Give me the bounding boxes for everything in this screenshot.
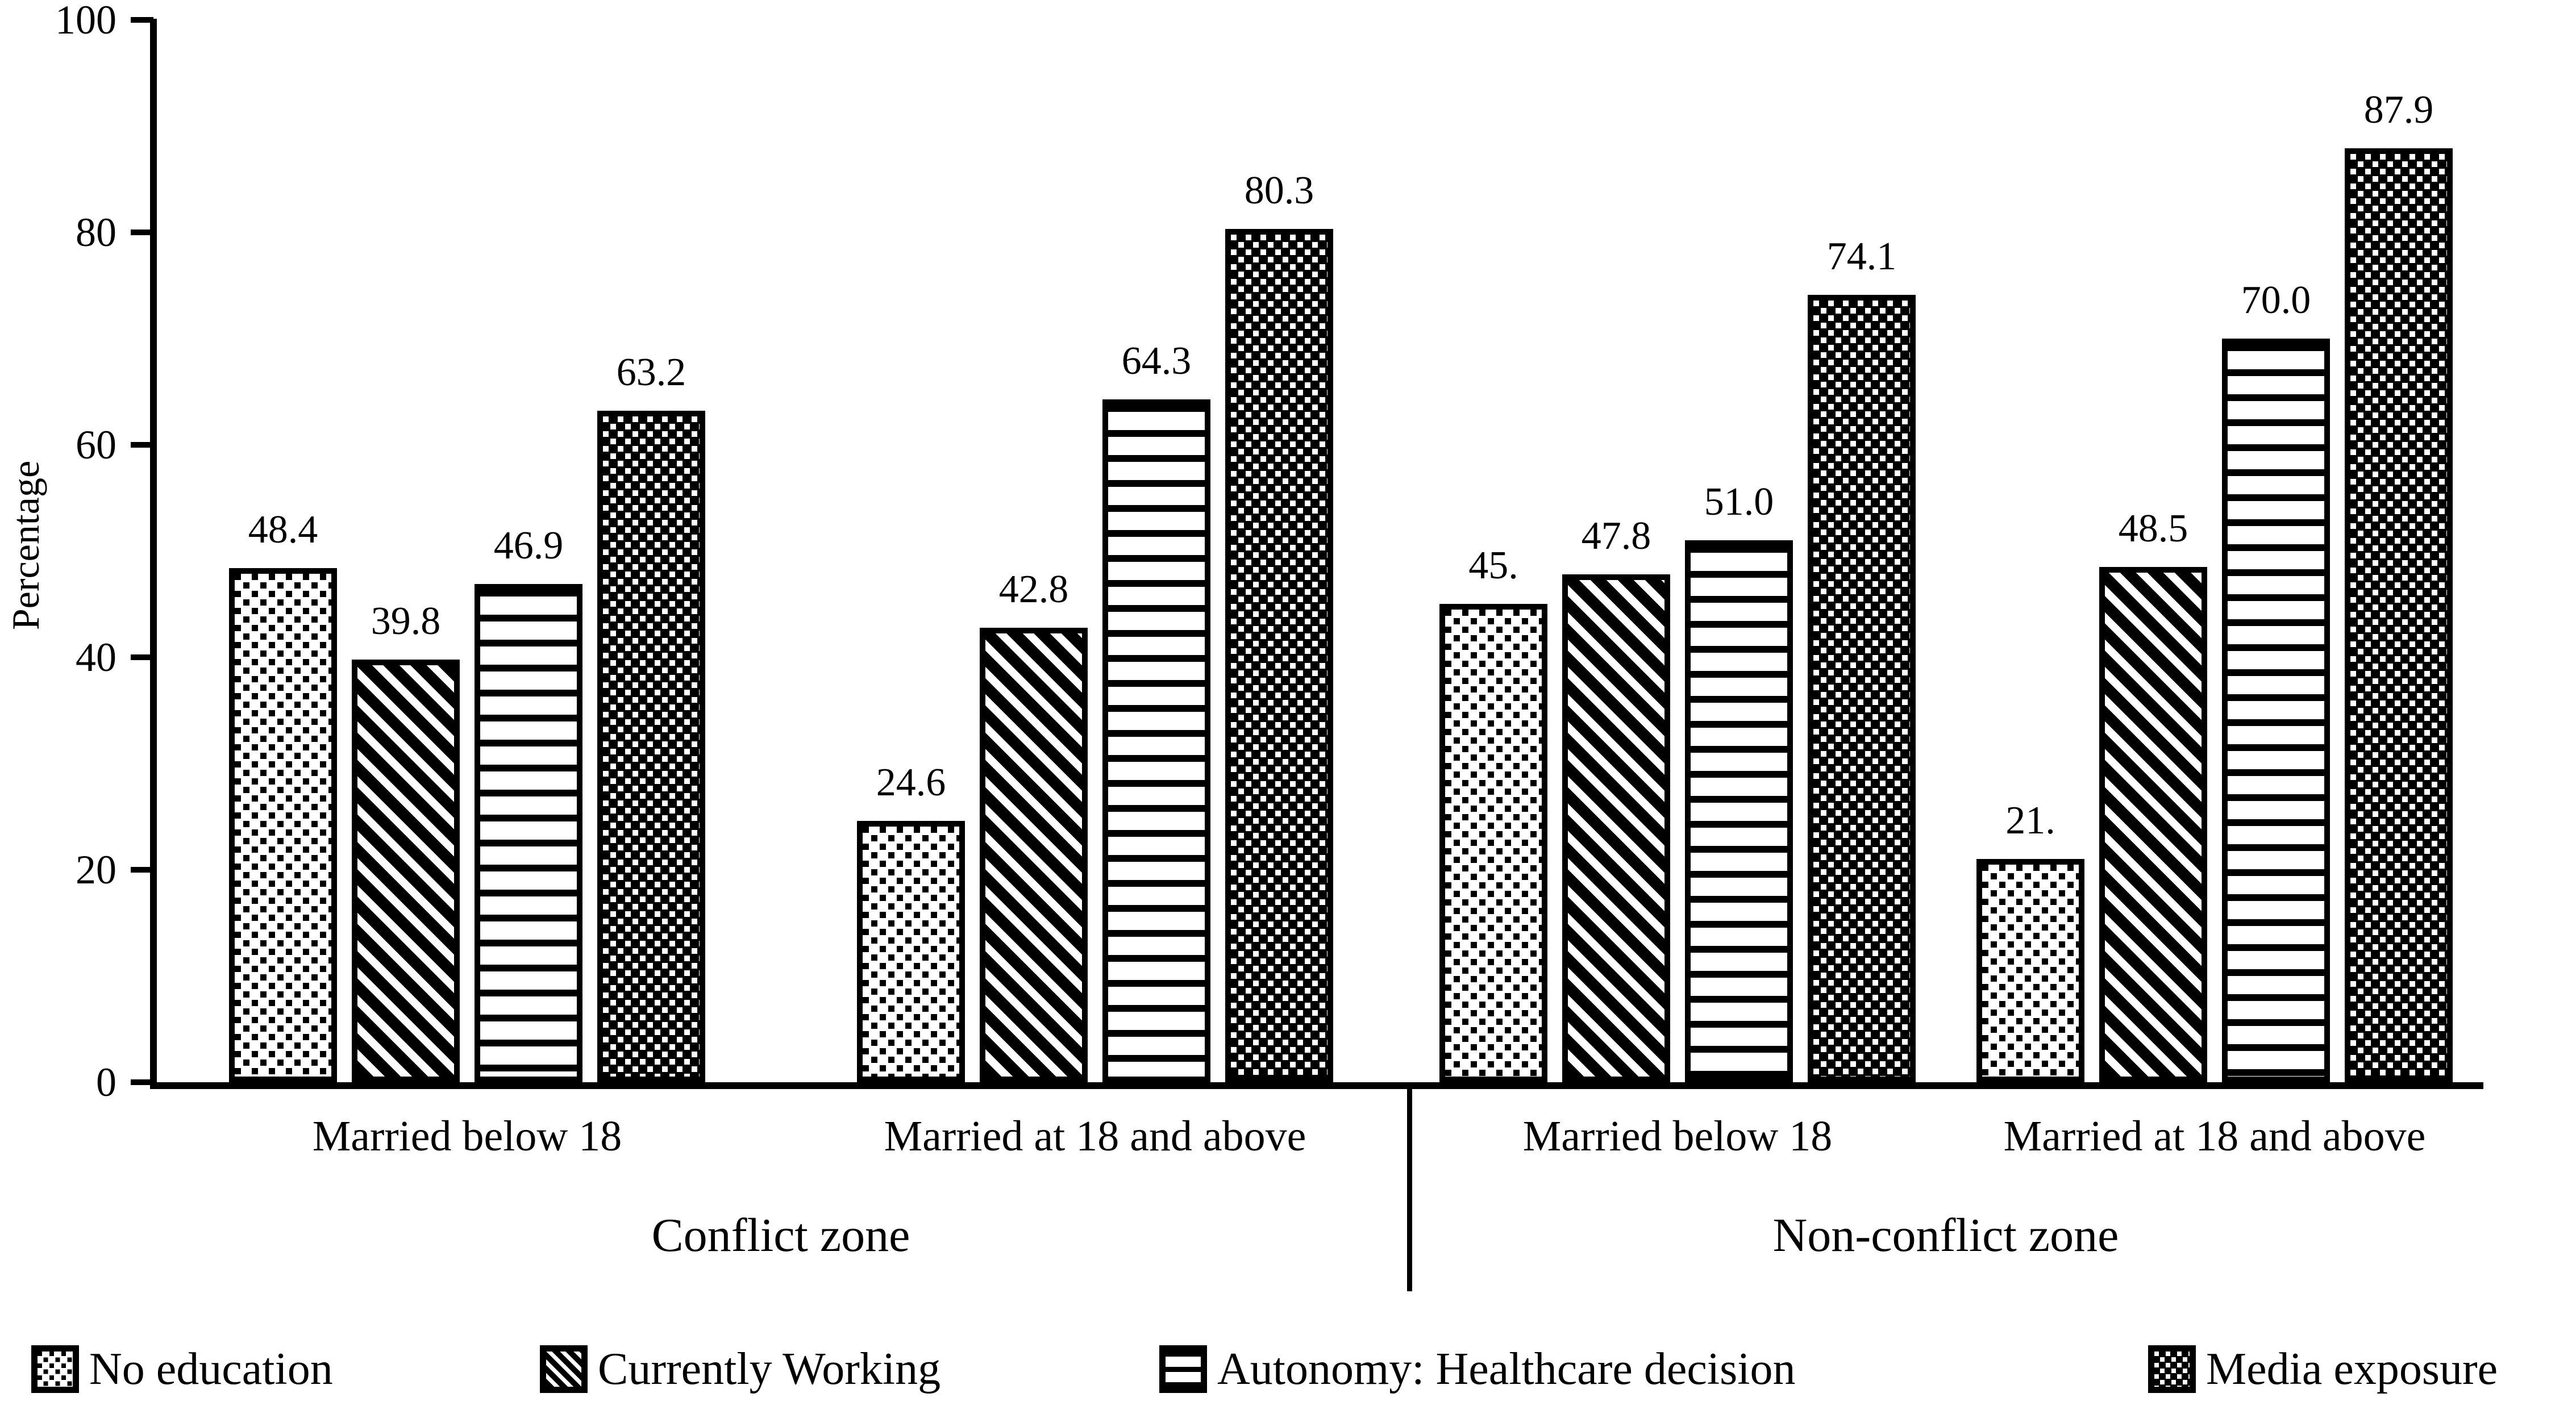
bar-g3-s1 <box>1439 604 1547 1082</box>
bar-g1-s4 <box>597 411 705 1082</box>
y-tick-mark <box>131 1079 153 1085</box>
bar-g3-s4 <box>1808 295 1916 1082</box>
bar-value-label: 74.1 <box>1826 235 1897 278</box>
legend-swatch-diagonal-stripes <box>540 1345 588 1393</box>
y-tick-mark <box>131 17 153 23</box>
bar-value-label: 46.9 <box>493 524 564 568</box>
zone-label-non-conflict: Non-conflict zone <box>1772 1209 2119 1262</box>
bar-g4-s4 <box>2345 148 2453 1082</box>
legend-label: Currently Working <box>598 1344 941 1394</box>
bar-g2-s3 <box>1102 399 1210 1082</box>
y-tick-label: 60 <box>76 422 116 468</box>
x-axis-line <box>150 1082 2483 1089</box>
y-tick-label: 100 <box>55 0 116 43</box>
legend-label: Autonomy: Healthcare decision <box>1217 1344 1796 1394</box>
bar-value-label: 47.8 <box>1581 514 1651 558</box>
bar-value-label: 70.0 <box>2241 278 2311 322</box>
bar-g4-s2 <box>2099 567 2207 1082</box>
legend-swatch-horizontal-lines <box>1159 1345 1207 1393</box>
bar-g3-s2 <box>1562 574 1670 1082</box>
legend-item: No education <box>31 1335 333 1403</box>
y-tick-label: 0 <box>96 1060 116 1105</box>
legend-swatch-white-square-dots-on-black <box>2148 1345 2196 1393</box>
category-label: Married at 18 and above <box>2003 1112 2426 1160</box>
category-label: Married below 18 <box>1522 1112 1833 1160</box>
y-tick-mark <box>131 654 153 660</box>
bar-value-label: 42.8 <box>998 568 1069 611</box>
bar-value-label: 39.8 <box>371 599 441 643</box>
bar-g1-s1 <box>229 568 337 1082</box>
legend-swatch-black-square-dots-on-white <box>31 1345 79 1393</box>
category-label: Married at 18 and above <box>884 1112 1306 1160</box>
bar-g4-s1 <box>1976 859 2084 1082</box>
legend-label: Media exposure <box>2206 1344 2498 1394</box>
category-label: Married below 18 <box>312 1112 622 1160</box>
bar-value-label: 45. <box>1468 544 1518 587</box>
bar-value-label: 80.3 <box>1244 169 1314 212</box>
bar-value-label: 87.9 <box>2363 88 2434 132</box>
bar-value-label: 48.4 <box>248 508 318 552</box>
bar-g2-s4 <box>1225 229 1333 1082</box>
bar-g1-s3 <box>475 584 582 1082</box>
bar-value-label: 64.3 <box>1121 339 1192 383</box>
legend-item: Autonomy: Healthcare decision <box>1159 1335 1795 1403</box>
bar-g3-s3 <box>1685 540 1793 1082</box>
bar-g2-s2 <box>980 628 1088 1082</box>
y-axis-line <box>150 19 157 1089</box>
y-tick-mark <box>131 442 153 448</box>
y-tick-label: 20 <box>76 847 116 892</box>
bar-g1-s2 <box>352 660 460 1082</box>
bar-g2-s1 <box>857 821 965 1082</box>
zone-label-conflict: Conflict zone <box>651 1209 910 1262</box>
bar-value-label: 21. <box>2005 799 2055 842</box>
bar-value-label: 63.2 <box>616 351 686 394</box>
bar-value-label: 51.0 <box>1704 480 1774 524</box>
y-tick-mark <box>131 867 153 873</box>
bar-g4-s3 <box>2222 339 2330 1082</box>
zone-divider-line <box>1407 1082 1412 1291</box>
bar-value-label: 24.6 <box>876 761 946 804</box>
legend-item: Currently Working <box>540 1335 940 1403</box>
legend-label: No education <box>89 1344 333 1394</box>
y-tick-mark <box>131 230 153 235</box>
y-tick-label: 80 <box>76 210 116 255</box>
y-tick-label: 40 <box>76 635 116 680</box>
legend-item: Media exposure <box>2148 1335 2498 1403</box>
bar-value-label: 48.5 <box>2118 507 2188 550</box>
